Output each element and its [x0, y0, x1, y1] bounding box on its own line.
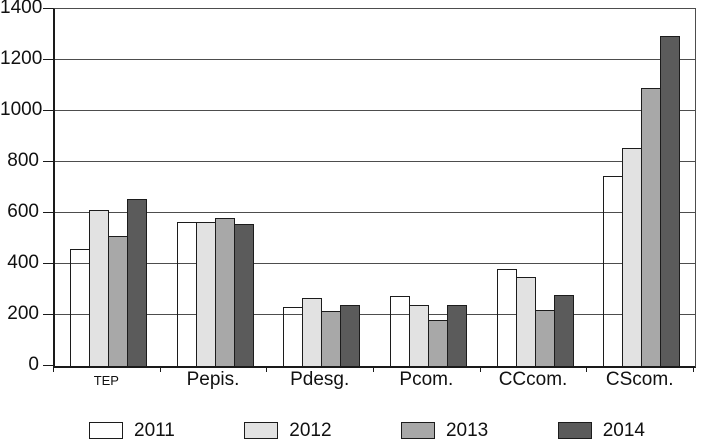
- y-tick-800: [43, 160, 53, 162]
- bar-2012-CCcom: [515, 277, 536, 366]
- y-tick-label-200: 200: [7, 303, 39, 324]
- y-tick-label-0: 0: [28, 354, 39, 375]
- legend-swatch-2014: [557, 422, 592, 439]
- legend-label-2012: 2012: [289, 420, 332, 441]
- x-label-TEP: TEP: [93, 373, 119, 388]
- y-tick-label-1000: 1000: [0, 99, 43, 120]
- x-label-CCcom: CCcom.: [498, 369, 568, 390]
- gridline-600: [55, 212, 695, 213]
- bar-2014-Pepis: [233, 224, 254, 366]
- y-tick-label-1200: 1200: [0, 48, 43, 69]
- bar-2012-TEP: [88, 210, 109, 366]
- bar-group-TEP: [55, 9, 162, 366]
- x-tick-4: [480, 367, 481, 372]
- x-tick-6: [693, 367, 694, 372]
- y-tick-1400: [43, 7, 53, 9]
- legend-swatch-2013: [400, 422, 435, 439]
- bar-2013-Pepis: [214, 218, 235, 366]
- bar-2012-Pepis: [195, 222, 216, 366]
- x-label-CScom: CScom.: [605, 369, 674, 390]
- bar-group-CScom: [588, 9, 695, 366]
- gridline-1000: [55, 110, 695, 111]
- bar-2014-Pcom: [446, 305, 467, 366]
- y-tick-1000: [43, 109, 53, 111]
- bar-2013-Pcom: [427, 320, 448, 366]
- x-label-Pepis: Pepis.: [186, 369, 240, 390]
- x-label-Pdesg: Pdesg.: [290, 369, 350, 390]
- y-tick-1200: [43, 58, 53, 60]
- bar-2014-CCcom: [553, 295, 574, 366]
- legend-item-2014: 2014: [557, 420, 645, 441]
- bar-group-Pcom: [375, 9, 482, 366]
- legend-item-2013: 2013: [400, 420, 489, 441]
- bar-2011-CCcom: [496, 269, 517, 366]
- bar-2014-CScom: [660, 36, 681, 366]
- legend-label-2011: 2011: [134, 420, 175, 441]
- gridline-800: [55, 161, 695, 162]
- x-tick-2: [266, 367, 267, 372]
- bar-2013-TEP: [107, 236, 128, 366]
- y-tick-400: [43, 262, 53, 264]
- y-tick-0: [43, 364, 53, 366]
- legend-swatch-2012: [244, 422, 279, 439]
- bar-group-Pepis: [162, 9, 269, 366]
- y-tick-label-400: 400: [7, 252, 39, 273]
- gridline-1200: [55, 59, 695, 60]
- y-tick-label-1400: 1400: [0, 0, 43, 18]
- gridline-200: [55, 314, 695, 315]
- legend-item-2012: 2012: [244, 420, 332, 441]
- bar-2011-Pdesg: [283, 307, 304, 366]
- x-tick-3: [373, 367, 374, 372]
- bar-2011-TEP: [69, 249, 90, 366]
- bar-2013-CScom: [641, 88, 662, 366]
- bar-2014-Pdesg: [340, 305, 361, 366]
- legend-label-2013: 2013: [445, 420, 489, 441]
- x-axis-labels: TEP Pepis. Pdesg. Pcom. CCcom. CScom.: [53, 368, 693, 394]
- bar-group-Pdesg: [268, 9, 375, 366]
- bar-2013-Pdesg: [321, 311, 342, 366]
- legend-swatch-2011: [89, 422, 123, 439]
- bar-2014-TEP: [126, 199, 147, 366]
- legend: 2011 2012 2013 2014: [89, 421, 645, 440]
- bar-2012-Pcom: [408, 305, 429, 366]
- bar-2011-CScom: [603, 176, 624, 366]
- bar-2012-Pdesg: [302, 298, 323, 366]
- y-tick-600: [43, 211, 53, 213]
- legend-item-2011: 2011: [89, 421, 175, 440]
- plot-area: [53, 8, 696, 368]
- bar-2013-CCcom: [534, 310, 555, 366]
- y-tick-label-600: 600: [7, 201, 39, 222]
- bar-groups: [55, 9, 695, 366]
- bar-2011-Pepis: [176, 222, 197, 366]
- gridline-400: [55, 263, 695, 264]
- y-tick-200: [43, 313, 53, 315]
- x-tick-1: [160, 367, 161, 372]
- bar-2012-CScom: [622, 148, 643, 366]
- x-tick-5: [586, 367, 587, 372]
- legend-label-2014: 2014: [602, 420, 645, 441]
- bar-group-CCcom: [482, 9, 589, 366]
- y-tick-label-800: 800: [7, 150, 39, 171]
- bar-2011-Pcom: [389, 296, 410, 366]
- x-tick-0: [53, 367, 54, 372]
- x-label-Pcom: Pcom.: [399, 369, 454, 390]
